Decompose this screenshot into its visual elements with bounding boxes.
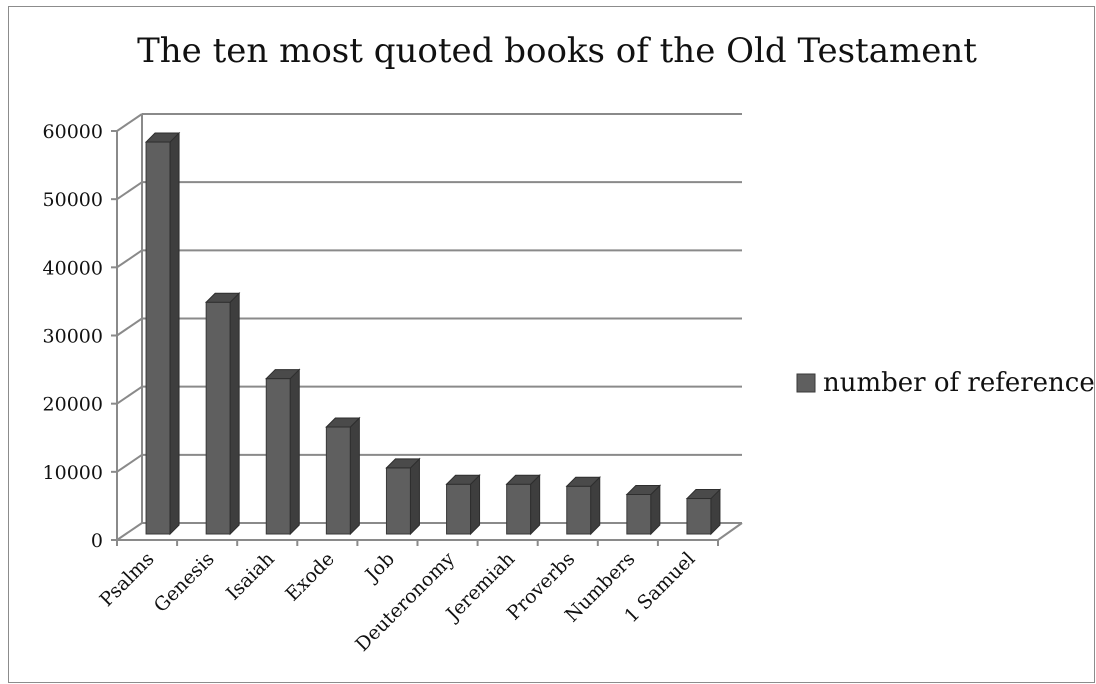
chart-frame xyxy=(8,6,1095,683)
bar-side xyxy=(409,457,420,536)
legend-label: number of references xyxy=(823,368,1096,398)
y-tick-label: 60000 xyxy=(43,121,103,143)
gridline-connector xyxy=(116,385,143,405)
bar xyxy=(505,474,541,536)
y-tick-label: 10000 xyxy=(43,462,103,484)
bar-front xyxy=(385,467,411,535)
bar-front xyxy=(446,483,472,535)
bar-top xyxy=(685,489,722,500)
gridline-connector xyxy=(116,317,143,337)
bar-side xyxy=(530,474,541,536)
x-tick-label: Job xyxy=(360,548,399,587)
bar-front xyxy=(265,378,291,535)
bar xyxy=(445,474,481,536)
gridline-connector xyxy=(116,249,143,269)
bar-front xyxy=(686,498,712,535)
bar-side xyxy=(349,416,360,536)
gridline-connector xyxy=(116,181,143,200)
axes xyxy=(111,114,743,546)
bar-front xyxy=(145,141,171,535)
floor-right-edge xyxy=(717,522,743,541)
bar-top xyxy=(144,132,181,143)
bar xyxy=(204,292,241,536)
bar-front xyxy=(566,485,592,535)
bar-front xyxy=(205,301,231,535)
legend: number of references xyxy=(796,368,1096,398)
bar xyxy=(625,484,662,536)
bar-top xyxy=(265,369,301,380)
chart-title: The ten most quoted books of the Old Tes… xyxy=(137,31,977,71)
gridline-connector xyxy=(116,522,143,541)
bar xyxy=(144,131,181,536)
bar xyxy=(565,476,601,536)
y-tick-label: 50000 xyxy=(43,189,103,211)
bar-side xyxy=(590,476,601,536)
gridline-connector xyxy=(116,113,143,132)
x-tick-label: Exode xyxy=(281,548,339,606)
bar-front xyxy=(325,426,351,535)
bar-top xyxy=(204,292,241,303)
x-tick-label: Genesis xyxy=(150,548,219,617)
bar-side xyxy=(470,474,481,536)
y-tick-label: 0 xyxy=(91,530,103,552)
y-tick-label: 20000 xyxy=(43,394,103,416)
legend-swatch xyxy=(796,373,816,393)
bars xyxy=(144,131,722,536)
bar-front xyxy=(506,483,532,535)
bar-top xyxy=(325,417,361,428)
bar xyxy=(325,416,361,536)
gridline-connector xyxy=(116,454,143,473)
bar-side xyxy=(229,292,240,536)
x-tick-label: Isaiah xyxy=(222,548,279,605)
bar xyxy=(385,457,421,536)
bar-top xyxy=(505,474,541,485)
y-tick-label: 40000 xyxy=(43,257,103,279)
bar-side xyxy=(169,131,180,536)
bar-side xyxy=(289,368,300,536)
bar-top xyxy=(565,476,601,487)
y-tick-labels: 0 10000 20000 30000 40000 50000 60000 xyxy=(43,121,103,552)
bar-top xyxy=(625,484,662,495)
bar xyxy=(265,368,301,536)
bar-front xyxy=(626,493,652,535)
bar-top xyxy=(445,474,481,485)
bar-top xyxy=(385,458,421,469)
bar xyxy=(685,488,722,536)
y-tick-label: 30000 xyxy=(43,326,103,348)
